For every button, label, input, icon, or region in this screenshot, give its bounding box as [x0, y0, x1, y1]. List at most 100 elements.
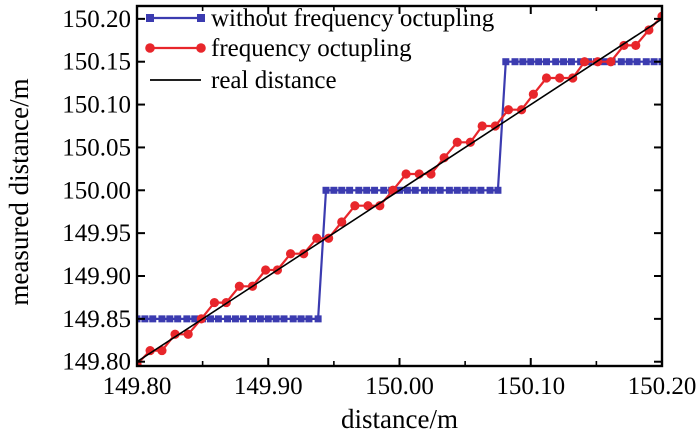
- square-point: [207, 315, 214, 323]
- legend-square-marker: [197, 14, 205, 22]
- square-point: [264, 315, 272, 323]
- square-point: [214, 315, 222, 323]
- y-tick-label: 150.15: [62, 49, 131, 76]
- square-point: [642, 58, 650, 66]
- square-point: [280, 315, 288, 323]
- circle-point: [209, 297, 220, 308]
- x-tick-label: 149.80: [103, 373, 172, 400]
- circle-point: [606, 57, 616, 67]
- square-point: [453, 186, 461, 194]
- series-line-3: [137, 18, 662, 363]
- circle-point: [312, 233, 322, 243]
- circle-point: [452, 137, 462, 147]
- series-1-group: [137, 58, 662, 323]
- square-point: [411, 186, 419, 194]
- circle-point: [644, 25, 654, 35]
- square-point: [445, 186, 453, 194]
- square-point: [289, 315, 297, 323]
- circle-point: [363, 201, 373, 211]
- y-axis-title: measured distance/m: [4, 78, 34, 305]
- square-point: [436, 186, 444, 194]
- circle-point: [375, 201, 385, 211]
- square-point: [519, 58, 527, 66]
- y-tick-label: 150.05: [62, 134, 131, 161]
- circle-point: [285, 249, 296, 259]
- x-tick-label: 149.90: [234, 373, 303, 400]
- series-3-group: [137, 18, 662, 363]
- legend-square-marker: [146, 14, 154, 22]
- legend-item-3: real distance: [150, 67, 337, 94]
- legend-label: without frequency octupling: [211, 5, 495, 32]
- circle-point: [503, 105, 514, 115]
- y-tick-label: 149.95: [62, 220, 131, 247]
- circle-point: [477, 121, 487, 131]
- square-point: [314, 315, 322, 323]
- y-tick-label: 149.80: [62, 349, 131, 376]
- square-point: [420, 186, 428, 194]
- square-point: [428, 186, 436, 194]
- square-point: [380, 186, 388, 194]
- square-point: [355, 186, 363, 194]
- y-tick-label: 149.90: [62, 263, 131, 290]
- circle-point: [234, 281, 244, 291]
- square-point: [552, 58, 560, 66]
- square-point: [560, 58, 568, 66]
- square-point: [330, 186, 338, 194]
- square-point: [305, 315, 313, 323]
- square-point: [272, 315, 280, 323]
- square-point: [363, 186, 371, 194]
- square-point: [239, 315, 247, 323]
- square-point: [249, 315, 256, 323]
- legend-circle-marker: [196, 43, 206, 53]
- x-tick-label: 150.10: [496, 373, 565, 400]
- legend-circle-marker: [145, 43, 155, 53]
- x-axis-title: distance/m: [341, 404, 458, 434]
- square-point: [469, 186, 477, 194]
- square-point: [543, 58, 550, 66]
- circle-point: [555, 73, 565, 83]
- y-tick-label: 150.10: [62, 92, 131, 119]
- square-point: [511, 58, 519, 66]
- x-tick-label: 150.20: [628, 373, 697, 400]
- circle-point: [579, 57, 590, 67]
- square-point: [231, 315, 239, 323]
- circle-point: [388, 185, 398, 195]
- square-point: [338, 186, 346, 194]
- square-point: [224, 315, 232, 323]
- circle-point: [631, 40, 641, 51]
- legend-item-1: without frequency octupling: [146, 5, 495, 32]
- legend-item-2: frequency octupling: [145, 35, 412, 62]
- square-point: [322, 186, 330, 194]
- square-point: [371, 186, 379, 194]
- legend-label: real distance: [211, 67, 337, 94]
- y-tick-label: 150.20: [62, 6, 131, 33]
- square-point: [567, 58, 575, 66]
- legend-label: frequency octupling: [211, 35, 412, 62]
- square-point: [403, 186, 411, 194]
- x-tick-label: 150.00: [365, 373, 434, 400]
- square-point: [527, 58, 535, 66]
- circle-point: [350, 201, 360, 211]
- square-point: [625, 58, 633, 66]
- square-point: [494, 186, 502, 194]
- square-point: [297, 315, 305, 323]
- circle-point: [528, 89, 538, 99]
- square-point: [502, 58, 510, 66]
- y-tick-label: 150.00: [62, 177, 131, 204]
- square-point: [486, 186, 494, 194]
- circle-point: [170, 329, 180, 339]
- circle-point: [145, 345, 155, 356]
- square-point: [166, 315, 174, 323]
- circle-point: [541, 73, 552, 83]
- square-point: [191, 315, 199, 323]
- circle-point: [261, 265, 271, 275]
- square-point: [174, 315, 182, 323]
- square-point: [149, 315, 157, 323]
- square-point: [461, 186, 469, 194]
- square-point: [617, 58, 625, 66]
- square-point: [535, 58, 543, 66]
- circle-point: [337, 217, 347, 227]
- square-point: [183, 315, 191, 323]
- circle-point: [426, 169, 436, 179]
